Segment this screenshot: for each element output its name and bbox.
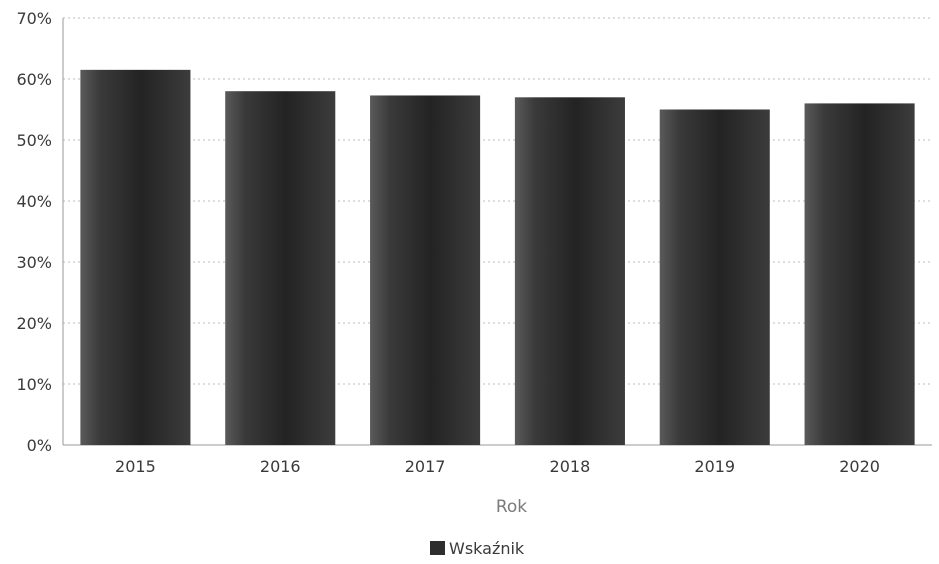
x-tick-label: 2016: [260, 457, 301, 476]
bars: [80, 69, 915, 446]
x-axis-ticks: 2015 2016 2017 2018 2019 2020: [115, 457, 880, 476]
x-tick-label: 2020: [839, 457, 880, 476]
bar-2019: [659, 109, 770, 445]
bar-2018: [514, 97, 625, 446]
y-tick-label: 50%: [16, 131, 52, 150]
x-tick-label: 2018: [550, 457, 591, 476]
y-tick-label: 20%: [16, 314, 52, 333]
y-axis-ticks: 0% 10% 20% 30% 40% 50% 60% 70%: [16, 9, 52, 455]
x-axis-title: Rok: [496, 497, 527, 517]
y-tick-label: 0%: [27, 436, 52, 455]
bar-2016: [225, 91, 336, 445]
gridlines: [63, 17, 932, 385]
legend-swatch: [430, 541, 445, 555]
y-tick-label: 30%: [16, 253, 52, 272]
y-tick-label: 60%: [16, 70, 52, 89]
x-tick-label: 2015: [115, 457, 156, 476]
y-tick-label: 10%: [16, 375, 52, 394]
bar-2015: [80, 69, 191, 445]
legend: Wskaźnik: [430, 539, 525, 558]
x-tick-label: 2019: [694, 457, 735, 476]
y-tick-label: 40%: [16, 192, 52, 211]
x-tick-label: 2017: [405, 457, 446, 476]
legend-entry-wskaznik: Wskaźnik: [449, 539, 525, 558]
bar-2017: [370, 95, 481, 445]
y-tick-label: 70%: [16, 9, 52, 28]
bar-2020: [804, 103, 915, 446]
